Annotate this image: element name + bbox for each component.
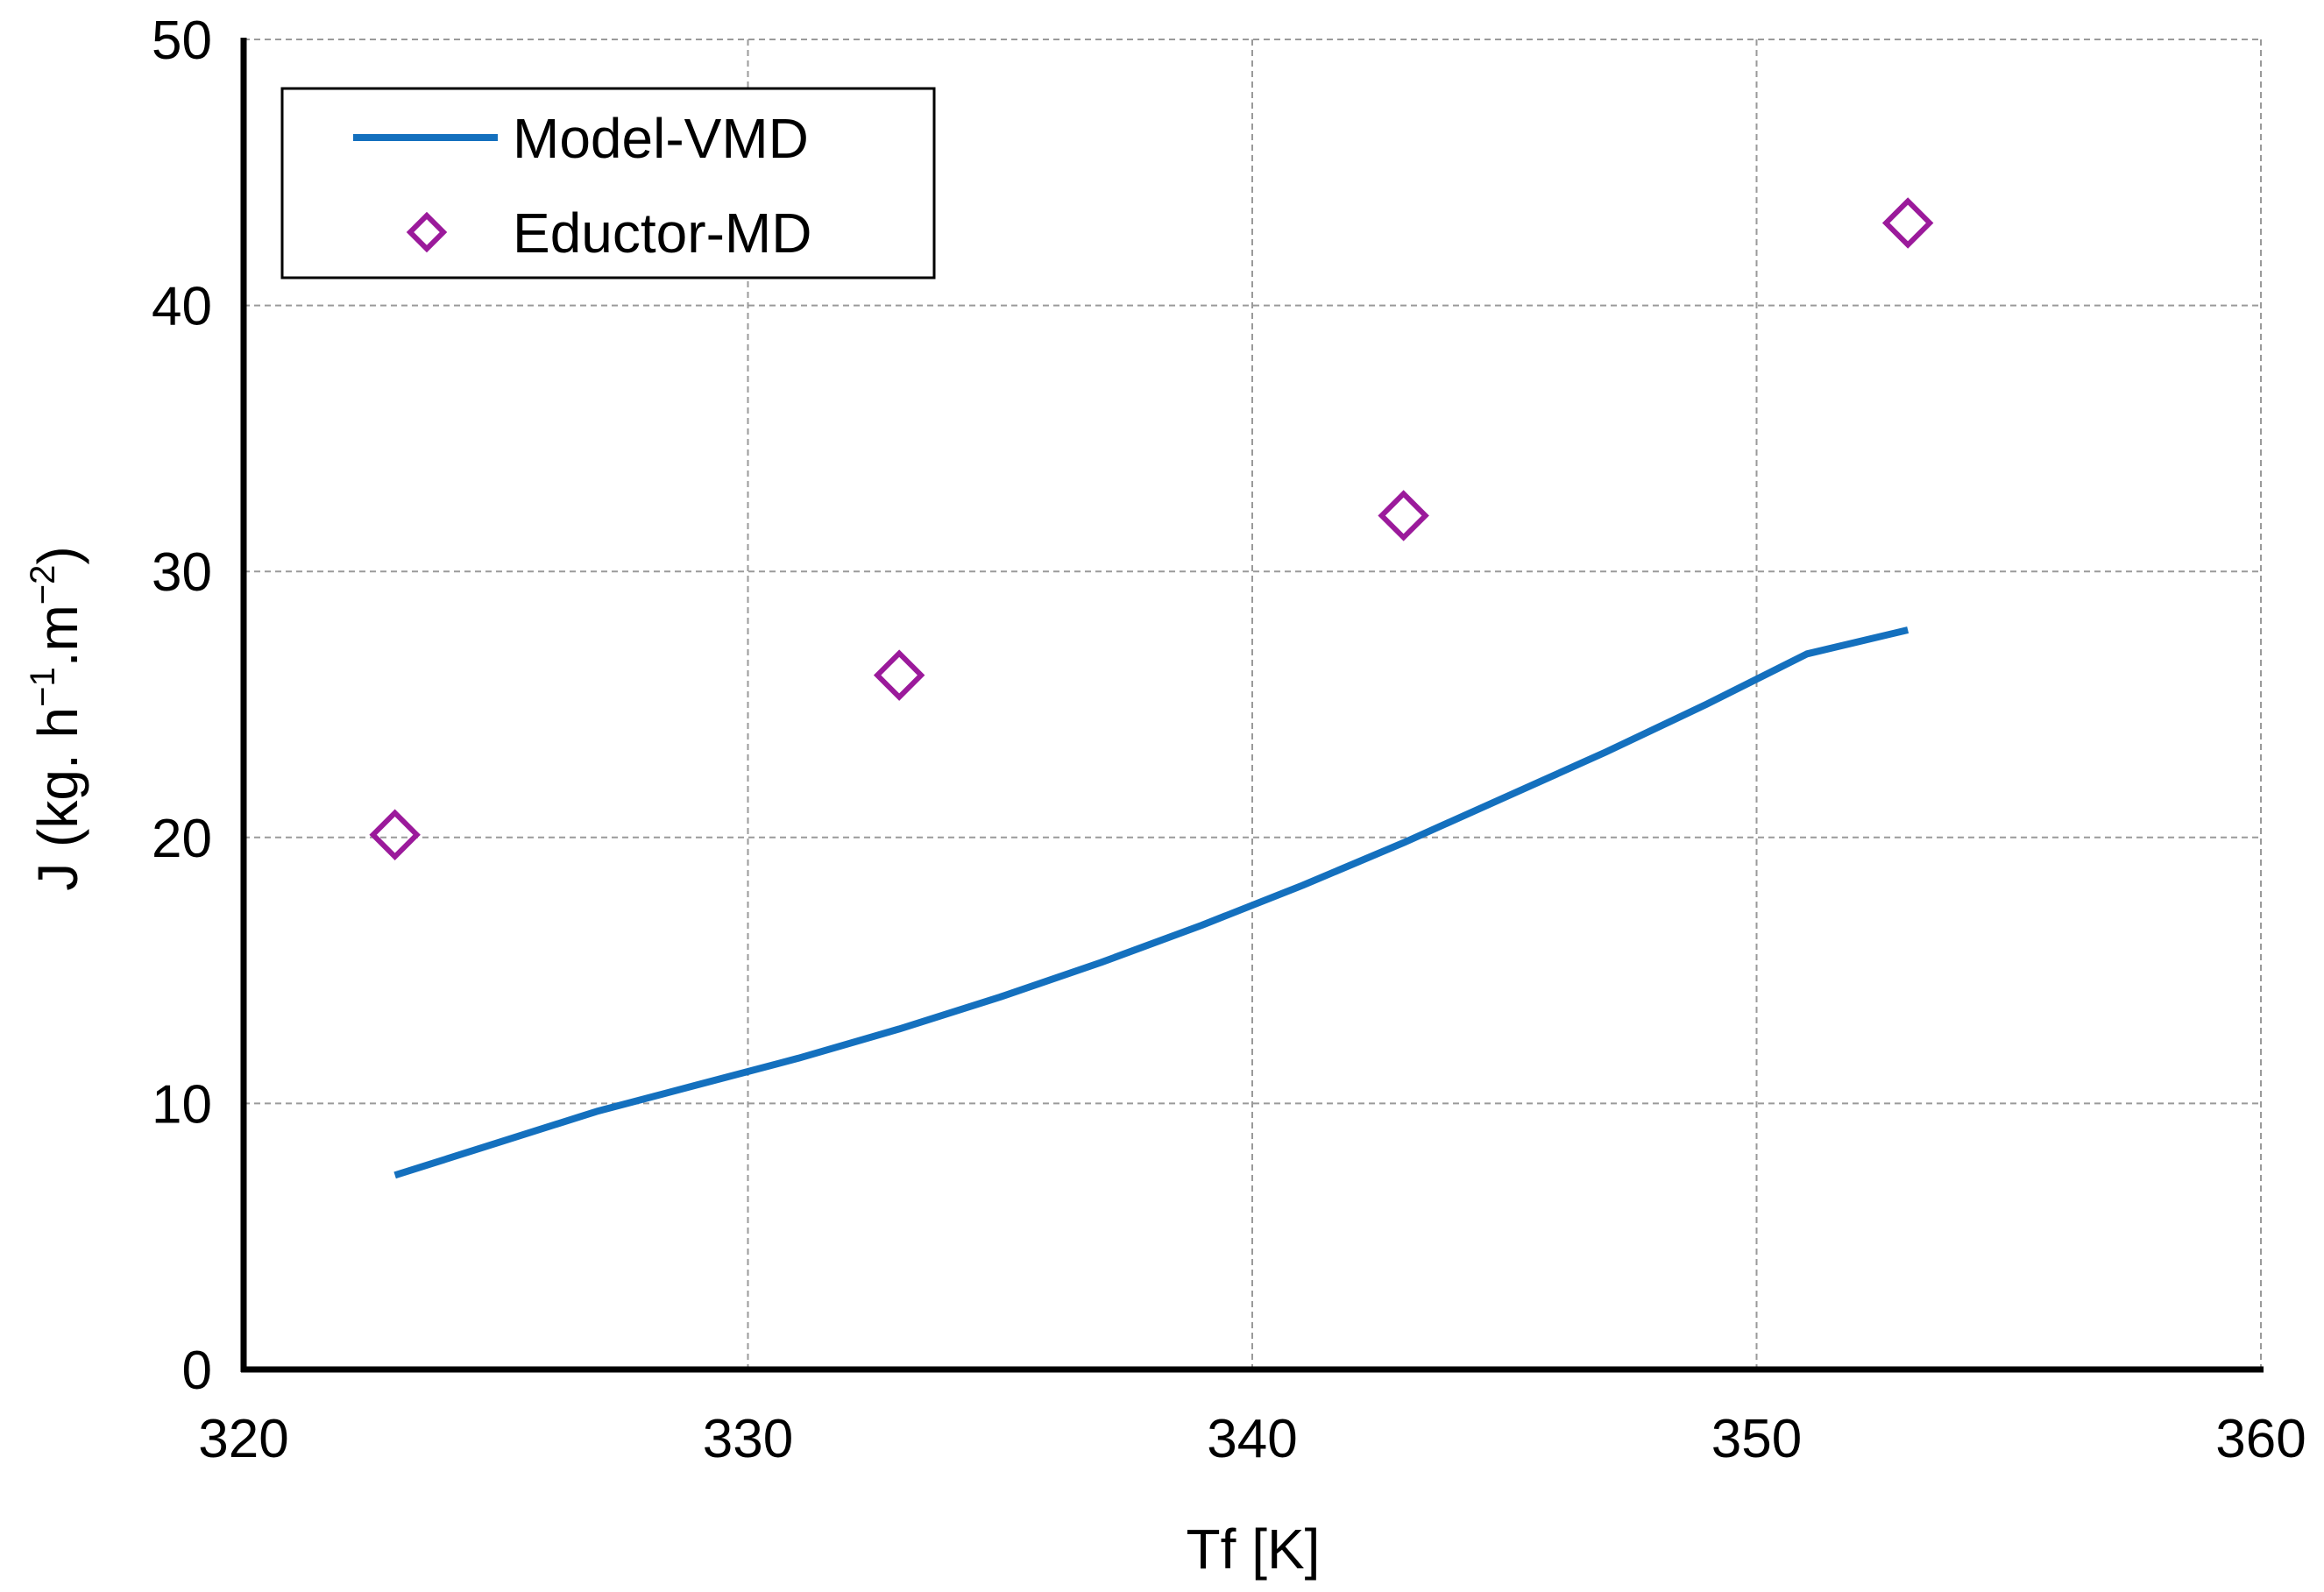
y-axis-label-sup2: −2	[24, 565, 62, 605]
y-tick-label-30: 30	[152, 542, 212, 603]
legend-label-model-vmd: Model-VMD	[513, 107, 809, 170]
x-tick-label-320: 320	[198, 1409, 288, 1469]
y-axis-label-main: J (kg. h	[26, 707, 89, 891]
tick-labels: 320 330 340 350 360 0 10 20 30 40 50	[152, 11, 2306, 1469]
x-tick-label-340: 340	[1207, 1409, 1297, 1469]
y-axis-label-sup1: −1	[24, 667, 62, 707]
y-tick-label-20: 20	[152, 809, 212, 869]
y-axis-label-end: )	[26, 546, 89, 564]
model-vmd-series	[393, 626, 1910, 1179]
eductor-md-point-353	[1881, 197, 1934, 249]
y-axis-label: J (kg. h−1.m−2)	[24, 546, 89, 890]
y-tick-label-10: 10	[152, 1074, 212, 1135]
eductor-md-point-323	[369, 809, 421, 861]
y-axis-label-mid: .m	[26, 605, 89, 667]
eductor-md-point-343	[1378, 490, 1429, 541]
x-tick-label-350: 350	[1711, 1409, 1802, 1469]
y-tick-label-50: 50	[152, 11, 212, 71]
y-tick-label-40: 40	[152, 277, 212, 337]
eductor-md-point-333	[873, 649, 925, 701]
x-axis-label: Tf [K]	[1187, 1518, 1321, 1581]
legend: Model-VMD Eductor-MD	[280, 87, 936, 279]
legend-label-eductor-md: Eductor-MD	[513, 202, 811, 265]
legend-diamond-swatch	[406, 211, 448, 253]
model-vmd-line	[393, 626, 1910, 1179]
y-tick-label-0: 0	[182, 1341, 212, 1401]
grid-lines	[244, 39, 2262, 1369]
eductor-md-series	[369, 197, 1934, 861]
axes	[240, 38, 2264, 1373]
x-tick-label-330: 330	[703, 1409, 793, 1469]
legend-box	[280, 87, 936, 279]
x-tick-label-360: 360	[2215, 1409, 2306, 1469]
